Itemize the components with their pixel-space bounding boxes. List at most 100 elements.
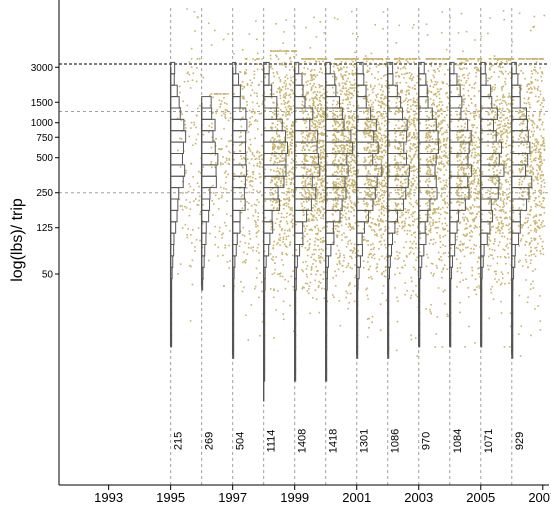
data-point: [347, 128, 349, 130]
data-point: [457, 94, 460, 96]
data-point: [240, 143, 242, 146]
data-point: [332, 277, 334, 279]
data-point: [408, 183, 410, 185]
data-point: [220, 186, 222, 189]
data-point: [353, 89, 356, 92]
data-point: [239, 70, 241, 73]
data-point: [384, 230, 386, 232]
data-point: [197, 133, 199, 136]
data-point: [367, 125, 369, 128]
data-point: [438, 70, 440, 72]
data-point: [320, 68, 322, 71]
data-point: [357, 201, 360, 204]
data-point: [460, 151, 463, 153]
data-point: [372, 180, 375, 182]
data-point: [381, 166, 384, 168]
data-point: [314, 240, 316, 243]
data-point: [309, 177, 312, 180]
data-point: [282, 186, 284, 188]
data-point: [446, 313, 449, 315]
data-point: [320, 139, 323, 142]
data-point: [426, 81, 428, 83]
data-point: [313, 192, 315, 195]
data-point: [366, 179, 368, 181]
data-point: [281, 168, 284, 171]
data-point: [425, 83, 428, 85]
data-point: [246, 104, 248, 106]
data-point: [319, 103, 321, 105]
data-point: [471, 148, 474, 151]
data-point: [471, 140, 474, 142]
data-point: [290, 179, 293, 181]
data-point: [371, 138, 373, 140]
data-point: [396, 184, 398, 186]
data-point: [394, 139, 396, 141]
data-point: [307, 188, 309, 191]
data-point: [355, 205, 357, 208]
data-point: [443, 144, 445, 146]
data-point: [353, 188, 355, 191]
data-point: [318, 96, 321, 99]
data-point: [384, 150, 387, 152]
data-point: [353, 84, 355, 86]
data-point: [406, 229, 409, 232]
data-point: [223, 112, 225, 115]
data-point: [444, 264, 446, 266]
data-point: [396, 71, 399, 74]
data-point: [219, 106, 221, 108]
data-point: [369, 216, 371, 219]
data-point: [285, 131, 288, 133]
data-point: [314, 132, 316, 134]
data-point: [442, 165, 445, 168]
data-point: [349, 292, 352, 295]
data-point: [406, 157, 409, 160]
data-point: [353, 116, 356, 119]
data-point: [481, 218, 483, 221]
data-point: [383, 214, 386, 217]
data-point: [443, 116, 446, 119]
data-point: [343, 179, 346, 182]
data-point: [373, 257, 376, 260]
data-point: [474, 81, 477, 84]
data-point: [319, 179, 322, 181]
data-point: [462, 171, 465, 174]
data-point: [409, 139, 411, 141]
data-point: [439, 141, 442, 144]
data-point: [376, 136, 378, 138]
data-point: [352, 147, 355, 150]
data-point: [285, 252, 287, 255]
data-point: [191, 79, 194, 81]
data-point: [336, 236, 338, 238]
data-point: [320, 248, 323, 250]
data-point: [302, 73, 305, 75]
data-point: [415, 285, 417, 287]
data-point: [437, 226, 439, 229]
data-point: [316, 176, 319, 179]
data-point: [384, 140, 387, 143]
data-point: [323, 164, 326, 166]
data-point: [409, 131, 411, 134]
data-point: [272, 296, 275, 299]
data-point: [342, 205, 345, 208]
data-point: [367, 203, 369, 206]
data-point: [318, 147, 320, 149]
data-point: [230, 189, 233, 192]
data-point: [323, 195, 325, 197]
data-point: [312, 74, 315, 77]
data-point: [347, 103, 349, 106]
data-point: [445, 143, 448, 146]
data-point: [424, 101, 427, 104]
data-point: [274, 145, 277, 148]
data-point: [434, 191, 436, 193]
data-point: [375, 58, 378, 60]
data-point: [178, 85, 181, 88]
data-point: [442, 199, 444, 201]
data-point: [410, 165, 412, 168]
data-point: [323, 288, 326, 290]
data-point: [348, 180, 350, 182]
data-point: [467, 137, 470, 139]
data-point: [410, 334, 412, 337]
data-point: [188, 183, 190, 185]
data-point: [261, 220, 264, 223]
data-point: [340, 134, 342, 136]
